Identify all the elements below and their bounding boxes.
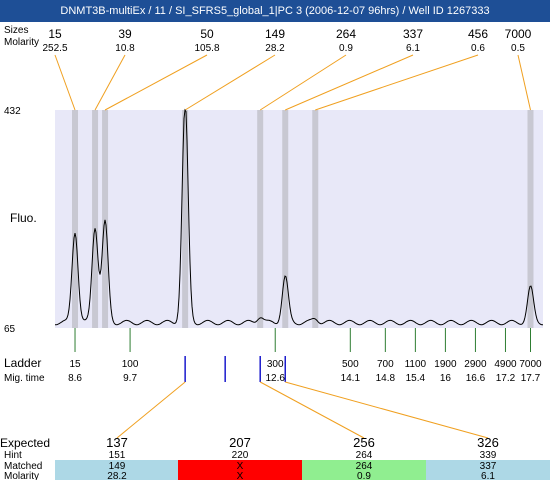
hint-row-label: Hint [4,450,22,461]
peak-size-label: 264 [336,27,356,41]
peak-size-label: 149 [265,27,285,41]
peak-size-label: 15 [48,27,62,41]
peak-molarity-label: 6.1 [406,43,420,54]
peak-molarity-label: 252.5 [42,43,67,54]
ladder-mig-time-label: 17.7 [521,373,541,384]
expected-leader-line [259,381,365,439]
ladder-size-label: 4900 [494,359,517,370]
expected-row-label: Expected [0,436,50,450]
peak-band [72,110,79,328]
expected-size-label: 326 [477,435,499,450]
peak-leader-line [259,54,347,111]
matched-row-label: Matched [4,461,42,472]
expected-size-label: 256 [353,435,375,450]
peak-leader-line [184,54,276,111]
peak-size-label: 337 [403,27,423,41]
hint-label: 264 [356,450,373,461]
plot-area [55,110,543,328]
fluorescence-trace [55,108,543,326]
matched-label: 337 [480,461,497,472]
peak-leader-line [54,54,76,111]
ladder-size-label: 700 [377,359,394,370]
peak-molarity-label: 10.8 [115,43,135,54]
matched-cell [302,460,426,480]
ladder-size-label: 1900 [434,359,457,370]
ladder-size-label: 300 [267,359,284,370]
expected-size-label: 207 [229,435,251,450]
expected-leader-line [116,381,186,439]
matched-cell [426,460,550,480]
ladder-size-label: 100 [122,359,139,370]
ladder-size-label: 1100 [405,359,427,370]
peak-molarity-label: 0.9 [339,43,353,54]
peak-molarity-label: 0.5 [511,43,525,54]
sizes-row-label: Sizes [4,25,28,36]
matched-molarity-label: X [237,471,244,480]
fluo-axis-label: Fluo. [10,211,37,225]
peak-size-label: 7000 [505,27,532,41]
peak-leader-line [104,54,208,111]
matched-molarity-label: 6.1 [481,471,495,480]
peak-molarity-label: 28.2 [265,43,285,54]
ladder-mig-time-label: 8.6 [68,373,82,384]
molarity-row-label: Molarity [4,37,39,48]
matched-label: 149 [109,461,126,472]
peak-size-label: 39 [118,27,132,41]
peak-band [92,110,99,328]
ladder-size-label: 7000 [519,359,542,370]
ladder-mig-time-label: 15.4 [406,373,426,384]
matched-cell [55,460,179,480]
ladder-mig-time-label: 14.1 [341,373,361,384]
peak-band [257,110,264,328]
ladder-size-label: 15 [69,359,81,370]
matched-label: 264 [356,461,373,472]
peak-leader-line [285,54,414,111]
ladder-row-label: Ladder [4,356,41,370]
hint-label: 220 [232,450,249,461]
ladder-mig-time-label: 9.7 [123,373,137,384]
matched-cell [178,460,302,480]
chart-title: DNMT3B-multiEx / 11 / SI_SFRS5_global_1|… [0,0,550,22]
peak-band [312,110,319,328]
molarity-bottom-row-label: Molarity [4,471,39,480]
expected-size-label: 137 [106,435,128,450]
ladder-mig-time-label: 16 [440,373,452,384]
hint-label: 151 [109,450,126,461]
matched-label: X [237,461,244,472]
peak-band [102,110,109,328]
peak-size-label: 50 [200,27,214,41]
ladder-mig-time-label: 16.6 [466,373,486,384]
matched-molarity-label: 0.9 [357,471,371,480]
peak-leader-line [315,54,479,111]
expected-leader-line [285,381,489,439]
ladder-mig-time-label: 14.8 [376,373,396,384]
peak-molarity-label: 0.6 [471,43,485,54]
hint-label: 339 [480,450,497,461]
peak-leader-line [517,54,531,111]
peak-band [527,110,534,328]
peak-size-label: 456 [468,27,488,41]
peak-molarity-label: 105.8 [194,43,219,54]
peak-leader-line [94,54,126,111]
ladder-mig-time-label: 17.2 [496,373,516,384]
matched-molarity-label: 28.2 [107,471,127,480]
ladder-mig-time-label: 12.6 [265,373,285,384]
y-axis-min-label: 65 [4,324,16,335]
y-axis-max-label: 432 [4,106,21,117]
ladder-size-label: 2900 [464,359,487,370]
ladder-size-label: 500 [342,359,359,370]
mig-time-row-label: Mig. time [4,373,45,384]
peak-band [282,110,289,328]
peak-band [182,110,189,328]
